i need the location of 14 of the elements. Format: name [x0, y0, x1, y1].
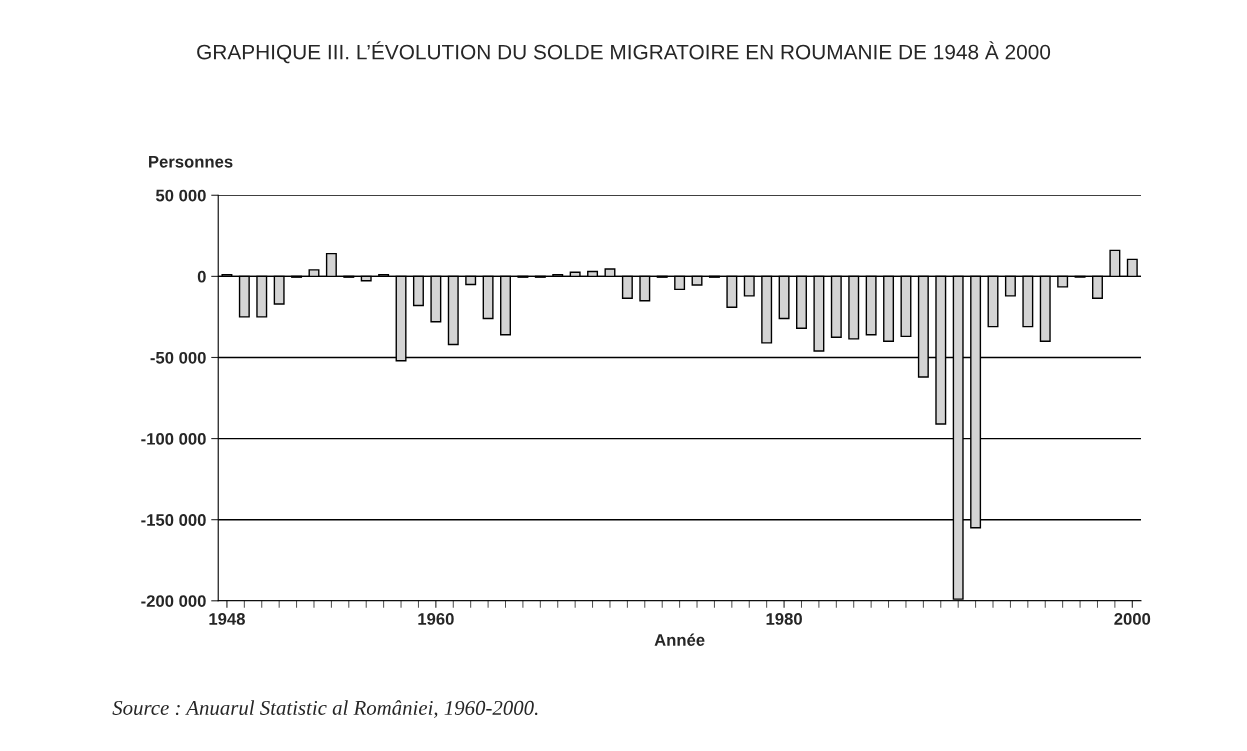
y-tick-label: -200 000: [141, 595, 206, 607]
x-axis-title: Année: [654, 633, 705, 646]
chart-title: GRAPHIQUE III. L’ÉVOLUTION DU SOLDE MIGRATOIRE EN ROUMANIE DE 1948 À 2000: [197, 41, 1051, 64]
x-tick-label: 1980: [766, 613, 802, 625]
y-axis-title: Personnes: [149, 156, 233, 168]
y-tick-label: 50 000: [155, 189, 206, 202]
x-tick-label: 2000: [1114, 613, 1151, 625]
y-tick-label: -100 000: [141, 432, 206, 445]
y-tick-label: -50 000: [150, 351, 206, 364]
x-tick-label: 1960: [418, 613, 454, 625]
x-tick-label: 1948: [209, 613, 245, 625]
y-tick-label: 0: [197, 270, 206, 283]
y-tick-label: -150 000: [141, 514, 206, 526]
source-note: Source : Anuarul Statistic al României, 1960-2000.: [112, 700, 538, 718]
